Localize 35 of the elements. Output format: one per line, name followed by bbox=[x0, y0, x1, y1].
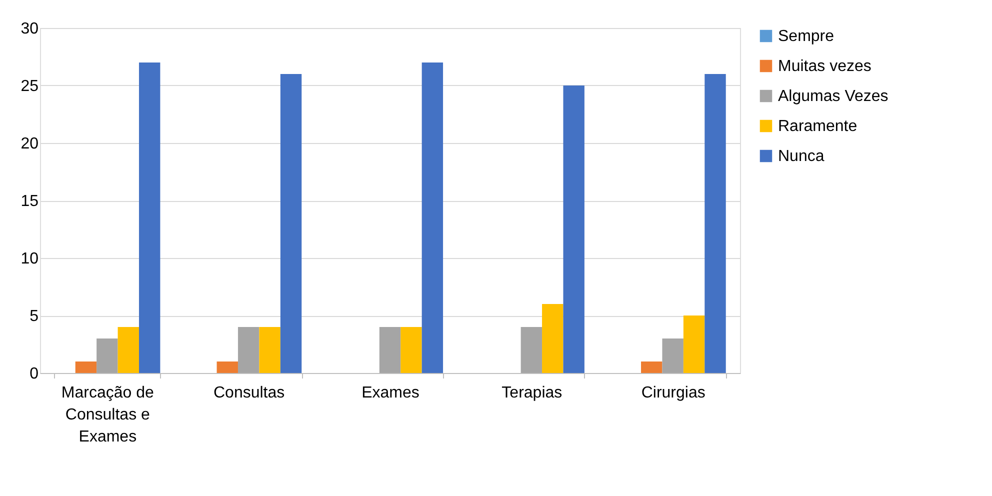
x-tick-label: Consultas bbox=[214, 384, 285, 402]
bar bbox=[216, 362, 238, 373]
bar bbox=[542, 304, 564, 373]
bar bbox=[704, 74, 726, 373]
bar bbox=[683, 316, 705, 373]
bar bbox=[138, 62, 160, 373]
legend-label: Muitas vezes bbox=[778, 58, 872, 75]
bar bbox=[75, 362, 97, 373]
bar bbox=[422, 62, 444, 373]
bar bbox=[280, 74, 302, 373]
bar bbox=[520, 327, 542, 373]
legend-label: Algumas Vezes bbox=[778, 88, 888, 105]
y-tick-label: 25 bbox=[20, 78, 39, 95]
x-tick-label: Cirurgias bbox=[641, 384, 706, 402]
bar bbox=[96, 338, 118, 373]
bar bbox=[400, 327, 422, 373]
bar bbox=[641, 362, 662, 373]
legend-label: Nunca bbox=[778, 148, 824, 165]
y-tick-label: 5 bbox=[30, 308, 39, 325]
legend-label: Sempre bbox=[778, 28, 834, 45]
y-tick-label: 30 bbox=[20, 20, 39, 38]
x-tick-label: Exames bbox=[362, 384, 420, 402]
x-tick-label: Marcação de Consultas e Exames bbox=[61, 384, 154, 446]
x-tick-label: Terapias bbox=[502, 384, 562, 402]
y-tick-label: 0 bbox=[30, 366, 39, 382]
bar bbox=[118, 327, 139, 373]
legend-label: Raramente bbox=[778, 118, 858, 135]
bar bbox=[563, 86, 584, 373]
bar bbox=[662, 338, 684, 373]
bar bbox=[259, 327, 280, 373]
bar bbox=[238, 327, 260, 373]
y-tick-label: 20 bbox=[20, 136, 39, 152]
y-tick-label: 10 bbox=[20, 250, 39, 268]
y-tick-label: 15 bbox=[20, 193, 39, 210]
bar bbox=[379, 327, 401, 373]
